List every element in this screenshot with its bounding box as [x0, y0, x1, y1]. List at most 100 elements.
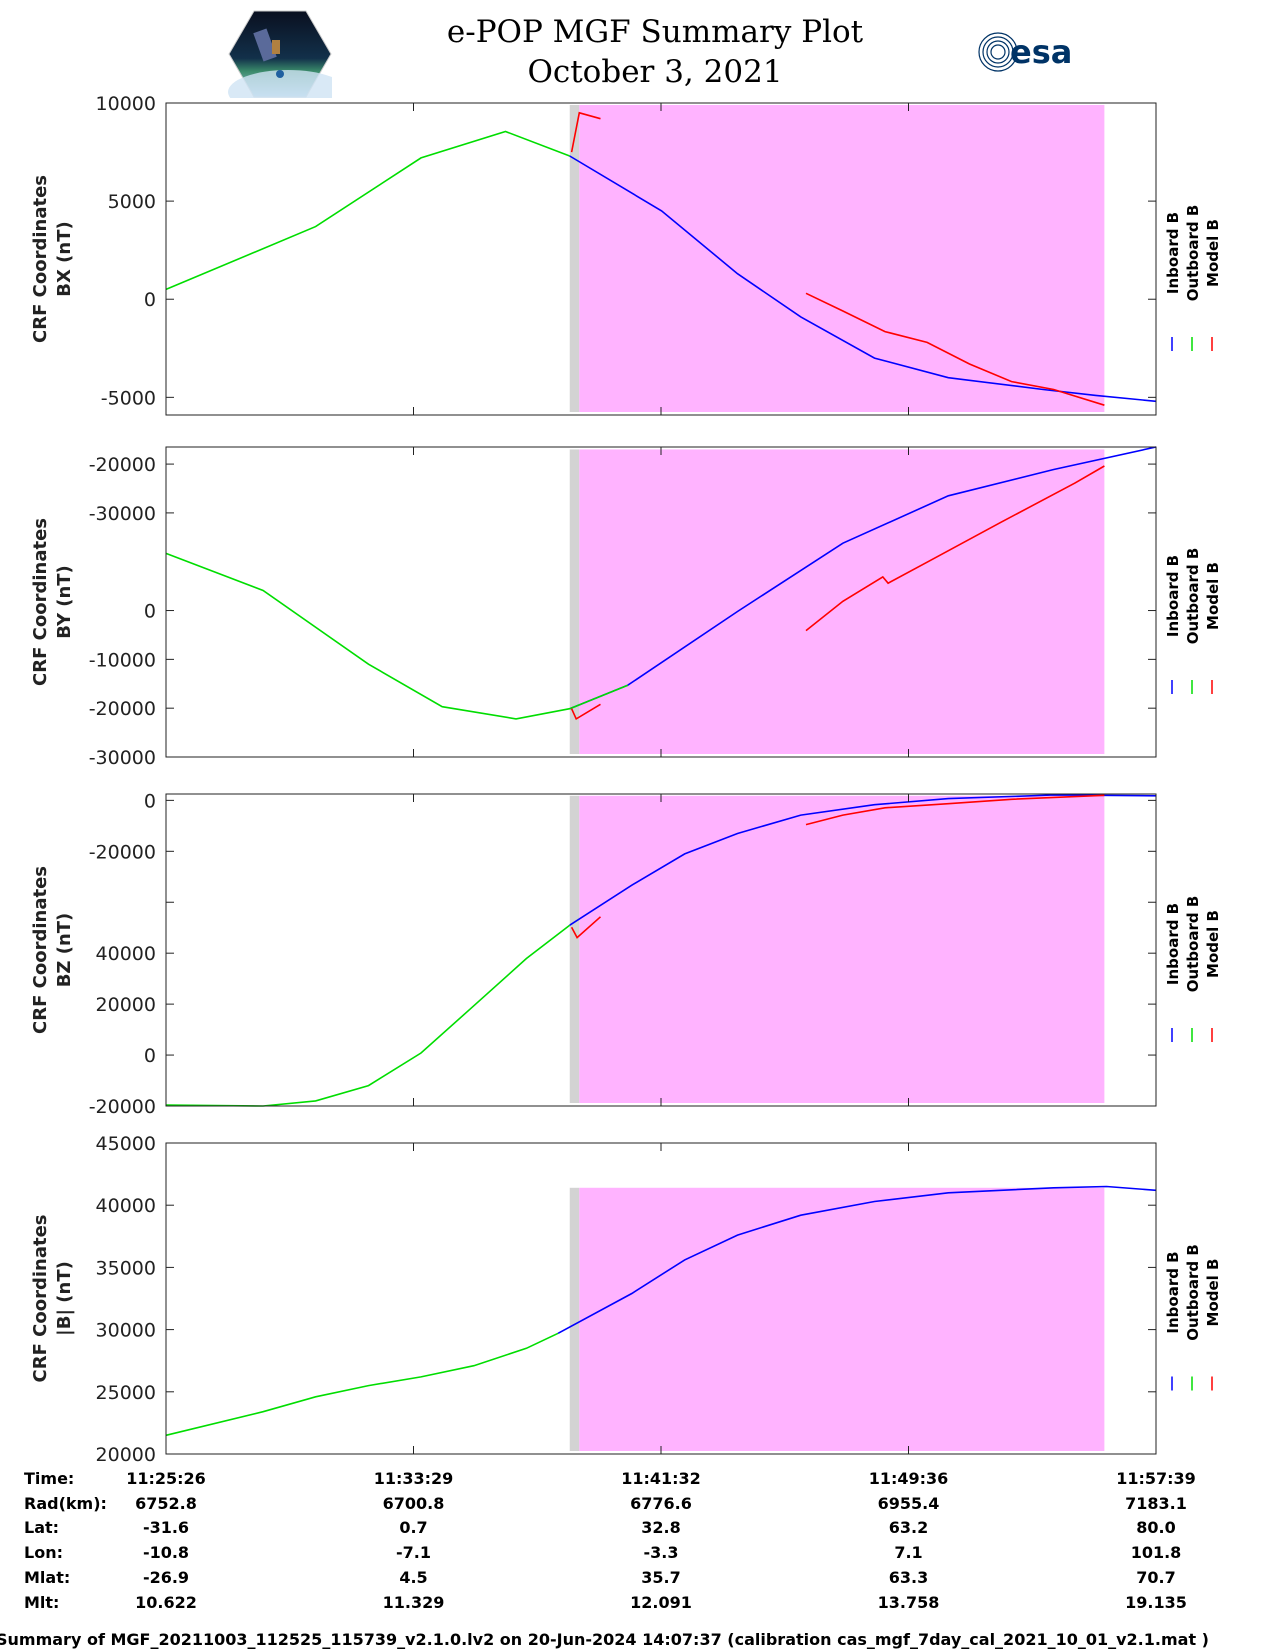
- y-tick-label: -20000: [89, 454, 156, 476]
- stats-value: 11:49:36: [868, 1469, 949, 1488]
- legend-label: Model B: [1204, 562, 1222, 630]
- stats-value: 11:33:29: [373, 1469, 454, 1488]
- y-tick-label: -30000: [89, 747, 156, 769]
- y-tick-label: 20000: [96, 994, 156, 1016]
- y-axis-title: CRF Coordinates: [30, 866, 51, 1034]
- legend: Inboard B Outboard B Model B: [1164, 1244, 1222, 1391]
- stats-value: 0.7: [399, 1518, 428, 1537]
- y-tick-label: 0: [144, 790, 156, 812]
- legend-label: Outboard B: [1184, 896, 1202, 993]
- stats-value: 101.8: [1130, 1543, 1182, 1562]
- stats-value: -10.8: [142, 1543, 190, 1562]
- stats-row-label: Lon:: [24, 1543, 63, 1562]
- legend: Inboard B Outboard B Model B: [1164, 896, 1222, 1042]
- stats-value: 11:57:39: [1116, 1469, 1196, 1488]
- grey-band: [569, 104, 580, 412]
- series-inboard-b: [557, 1185, 1157, 1335]
- stats-value: 6776.6: [630, 1494, 692, 1513]
- magenta-band: [579, 1187, 1105, 1451]
- y-axis-unit: BY (nT): [54, 565, 75, 639]
- legend-label: Model B: [1204, 910, 1222, 978]
- legend-label: Inboard B: [1164, 555, 1182, 637]
- stats-value: 10.622: [135, 1593, 197, 1612]
- y-axis-title: CRF Coordinates: [30, 1215, 51, 1383]
- series-inboard-b: [569, 155, 1157, 403]
- series-model-b: [570, 703, 601, 721]
- y-tick-label: 10000: [96, 93, 156, 115]
- legend-label: Outboard B: [1184, 548, 1202, 645]
- y-tick-label: 40000: [96, 943, 156, 965]
- y-tick-label: -20000: [89, 841, 156, 863]
- y-tick-label: 40000: [96, 1195, 156, 1217]
- y-tick-label: 20000: [96, 1444, 156, 1466]
- stats-value: -31.6: [142, 1518, 190, 1537]
- stats-value: 4.5: [399, 1568, 428, 1587]
- stats-value: 12.091: [630, 1593, 692, 1612]
- footer-summary: Summary of MGF_20211003_112525_115739_v2…: [0, 1630, 1209, 1649]
- panel-by: -30000 -20000 -10000 0 -30000 -20000 CRF Coord…: [30, 446, 1222, 769]
- stats-value: 11:41:32: [621, 1469, 701, 1488]
- y-axis-unit: BZ (nT): [54, 913, 75, 988]
- stats-value: -7.1: [396, 1543, 431, 1562]
- stats-row-label: Mlat:: [24, 1568, 71, 1587]
- esa-logo: esa: [978, 32, 1072, 72]
- stats-value: 32.8: [641, 1518, 681, 1537]
- stats-value: 6752.8: [135, 1494, 197, 1513]
- y-tick-label: 35000: [96, 1257, 156, 1279]
- stats-value: 11:25:26: [126, 1469, 206, 1488]
- plot-date: October 3, 2021: [527, 54, 783, 90]
- stats-value: 7183.1: [1125, 1494, 1187, 1513]
- legend: Inboard B Outboard B Model B: [1164, 205, 1222, 351]
- y-tick-label: -20000: [89, 1096, 156, 1118]
- stats-row-label: Mlt:: [24, 1593, 60, 1612]
- y-tick-label: -20000: [89, 698, 156, 720]
- y-tick-label: 0: [144, 289, 156, 311]
- legend-label: Model B: [1204, 219, 1222, 287]
- stats-value: 35.7: [641, 1568, 681, 1587]
- y-tick-label: 30000: [96, 1320, 156, 1342]
- stats-value: 6955.4: [877, 1494, 940, 1513]
- stats-value: -3.3: [643, 1543, 679, 1562]
- plot-title: e-POP MGF Summary Plot: [446, 14, 864, 50]
- stats-value: -26.9: [142, 1568, 190, 1587]
- cassiope-logo: [228, 10, 332, 98]
- stats-row-label: Time:: [24, 1469, 75, 1488]
- stats-value: 63.2: [888, 1518, 929, 1537]
- legend-label: Inboard B: [1164, 212, 1182, 294]
- series-model-b: [570, 111, 601, 153]
- series-outboard-b: [165, 130, 570, 291]
- y-axis-unit: |B| (nT): [54, 1261, 75, 1336]
- stats-value: 80.0: [1136, 1518, 1176, 1537]
- y-tick-label: 25000: [96, 1382, 156, 1404]
- legend-label: Outboard B: [1184, 1244, 1202, 1341]
- series-outboard-b: [165, 924, 571, 1107]
- y-tick-label: 5000: [108, 191, 156, 213]
- magenta-band: [579, 795, 1105, 1103]
- y-axis-title: CRF Coordinates: [30, 518, 51, 686]
- series-model-b: [805, 465, 1105, 632]
- stats-row-label: Lat:: [24, 1518, 60, 1537]
- legend-label: Inboard B: [1164, 903, 1182, 985]
- series-outboard-b: [165, 1332, 559, 1437]
- svg-text:esa: esa: [1010, 33, 1072, 71]
- y-tick-label: -5000: [101, 387, 156, 409]
- legend-label: Inboard B: [1164, 1251, 1182, 1333]
- y-tick-label: -10000: [89, 649, 156, 671]
- magenta-band: [579, 104, 1105, 412]
- stats-value: 19.135: [1125, 1593, 1187, 1612]
- panel-bz: -20000 0 20000 40000 -20000 0 CRF Coordinates B…: [30, 790, 1222, 1118]
- grey-band: [569, 1187, 580, 1451]
- grey-band: [569, 795, 580, 1103]
- series-outboard-b: [165, 552, 629, 720]
- series-inboard-b: [569, 794, 1157, 926]
- stats-value: 6700.8: [382, 1494, 445, 1513]
- panel-bx: -5000 0 5000 10000 CRF Coordinates BX (nT) Inb…: [30, 93, 1222, 416]
- y-tick-label: 45000: [96, 1133, 156, 1155]
- legend-label: Model B: [1204, 1259, 1222, 1327]
- stats-value: 13.758: [877, 1593, 940, 1612]
- stats-value: 70.7: [1136, 1568, 1176, 1587]
- legend-label: Outboard B: [1184, 205, 1202, 302]
- legend: Inboard B Outboard B Model B: [1164, 548, 1222, 694]
- stats-row-label: Rad(km):: [24, 1494, 107, 1513]
